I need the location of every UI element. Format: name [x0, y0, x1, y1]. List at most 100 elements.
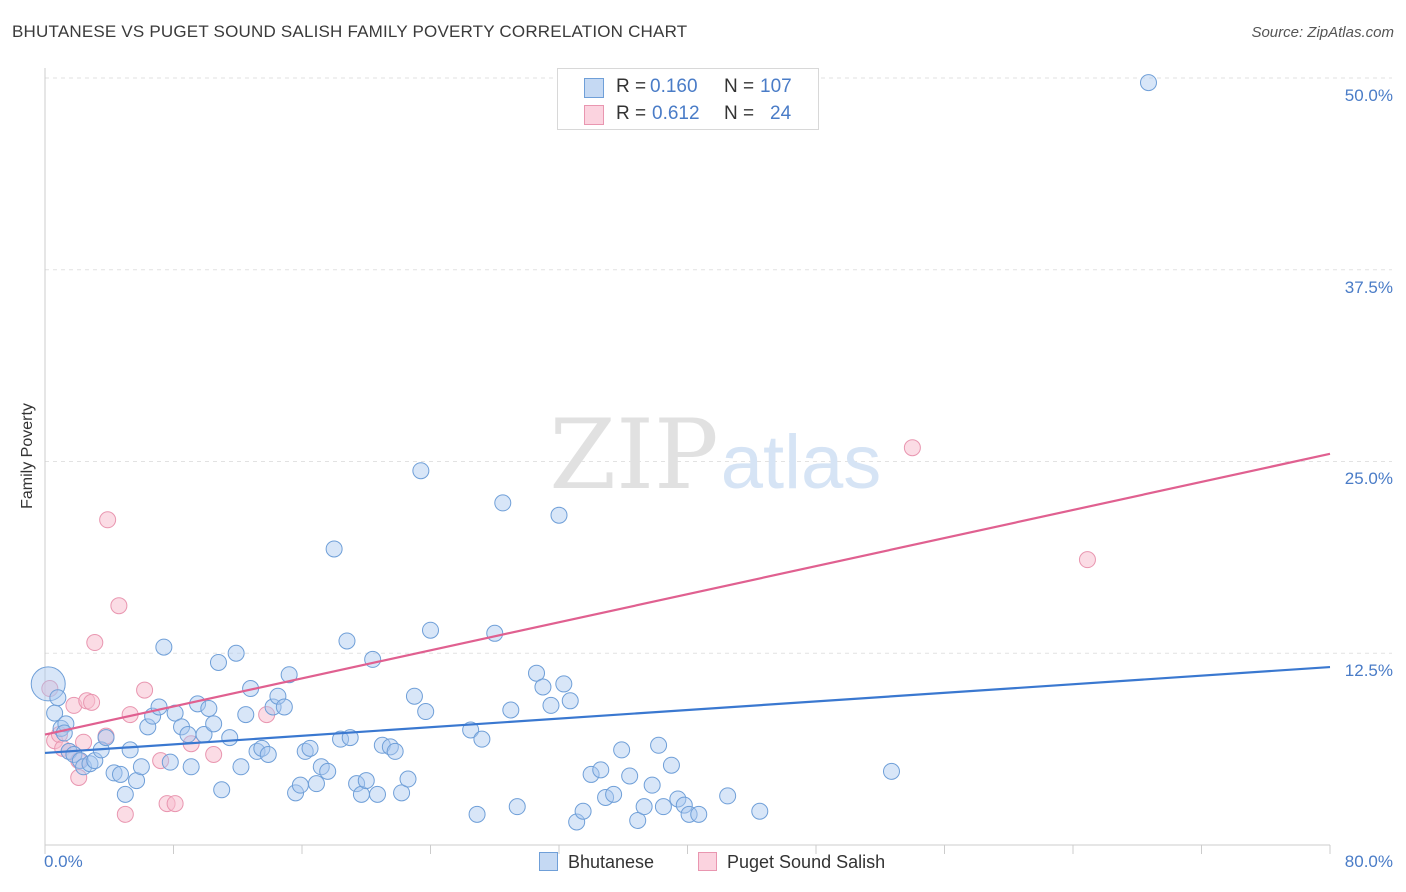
legend-n-label: N = [724, 76, 755, 97]
bhutanese-point [86, 752, 104, 770]
bhutanese-point [669, 790, 687, 808]
bhutanese-point [55, 724, 73, 742]
bhutanese-point [213, 781, 231, 799]
bhutanese-point [368, 785, 386, 803]
grid-lines [45, 77, 1392, 654]
y-tick-label: 25.0% [1344, 469, 1393, 488]
watermark: ZIP atlas [549, 399, 881, 511]
bhutanese-point [325, 540, 343, 558]
x-axis-max-label: 80.0% [1344, 852, 1393, 871]
legend-r-value: 0.160 [650, 76, 698, 97]
salish-point [70, 769, 88, 787]
legend-swatch-salish [584, 105, 604, 125]
bhutanese-point [182, 758, 200, 776]
bhutanese-point [386, 742, 404, 760]
bhutanese-point [338, 632, 356, 650]
bhutanese-point [81, 755, 99, 773]
bhutanese-point [675, 796, 693, 814]
bhutanese-point [662, 756, 680, 774]
bhutanese-point [121, 741, 139, 759]
bhutanese-point [621, 767, 639, 785]
salish-point [1078, 551, 1096, 569]
bhutanese-point [613, 741, 631, 759]
bhutanese-point [161, 753, 179, 771]
chart-title: BHUTANESE VS PUGET SOUND SALISH FAMILY P… [12, 22, 688, 41]
y-axis-label: Family Poverty [19, 403, 36, 509]
legend-r-label: R = [616, 103, 647, 124]
bhutanese-point [132, 758, 150, 776]
bhutanese-point [269, 687, 287, 705]
bhutanese-point [399, 770, 417, 788]
bhutanese-point [291, 776, 309, 794]
bhutanese-point [49, 689, 67, 707]
bhutanese-point [319, 762, 337, 780]
legend-r-label: R = [616, 76, 647, 97]
bhutanese-point [550, 506, 568, 524]
y-tick-label: 37.5% [1344, 278, 1393, 297]
salish-point [903, 439, 921, 457]
legend-swatch-bhutanese [584, 78, 604, 98]
bhutanese-point [534, 678, 552, 696]
bhutanese-point [555, 675, 573, 693]
bhutanese-point [280, 666, 298, 684]
bhutanese-point [30, 666, 66, 702]
bhutanese-point [155, 638, 173, 656]
bhutanese-point [253, 739, 271, 757]
bhutanese-point [582, 765, 600, 783]
bhutanese-point [1139, 74, 1157, 92]
bhutanese-point [468, 805, 486, 823]
bhutanese-point [502, 701, 520, 719]
legend-r-value: 0.612 [652, 103, 700, 124]
bhutanese-point [179, 726, 197, 744]
salish-point [83, 693, 101, 711]
bhutanese-point [643, 776, 661, 794]
bottom-legend-bhutanese: Bhutanese [539, 852, 654, 873]
correlation-legend: R = 0.160 N = 107 R = 0.612 N = 24 [557, 68, 819, 130]
bhutanese-point [227, 644, 245, 662]
watermark-zip: ZIP [549, 399, 718, 511]
bhutanese-point [751, 802, 769, 820]
bhutanese-point [412, 462, 430, 480]
y-tick-label: 50.0% [1344, 86, 1393, 105]
salish-point [205, 745, 223, 763]
bhutanese-point [422, 621, 439, 639]
bhutanese-point [650, 736, 668, 754]
bhutanese-point [592, 761, 610, 779]
bhutanese-point [508, 798, 526, 816]
bhutanese-trend-line [44, 665, 1331, 755]
bhutanese-point [259, 745, 277, 763]
legend-swatch-salish [698, 852, 717, 871]
bhutanese-point [221, 729, 239, 747]
legend-n-value: 107 [760, 76, 792, 97]
bhutanese-point [200, 699, 218, 717]
bhutanese-point [301, 739, 319, 757]
salish-point [166, 795, 184, 813]
bhutanese-point [307, 775, 325, 793]
bhutanese-point [357, 772, 375, 790]
bhutanese-point [882, 762, 900, 780]
bhutanese-point [629, 811, 647, 829]
bhutanese-point [209, 653, 227, 671]
salish-point [99, 511, 117, 529]
bhutanese-point [248, 742, 266, 760]
bhutanese-point [237, 706, 255, 724]
bhutanese-point [635, 798, 653, 816]
salish-point [116, 805, 134, 823]
bhutanese-point [528, 664, 546, 682]
bhutanese-point [116, 785, 134, 803]
salish-point [110, 597, 128, 615]
legend-swatch-bhutanese [539, 852, 558, 871]
y-tick-label: 12.5% [1344, 661, 1393, 680]
salish-point [86, 634, 104, 652]
axes [44, 68, 1331, 854]
bhutanese-point [473, 730, 491, 748]
bhutanese-point [561, 692, 579, 710]
bhutanese-point [405, 687, 423, 705]
bhutanese-point [105, 764, 123, 782]
legend-n-label: N = [724, 103, 755, 124]
legend-label-bhutanese: Bhutanese [568, 852, 655, 872]
bhutanese-point [654, 798, 672, 816]
bhutanese-point [605, 785, 623, 803]
bhutanese-point [542, 696, 560, 714]
